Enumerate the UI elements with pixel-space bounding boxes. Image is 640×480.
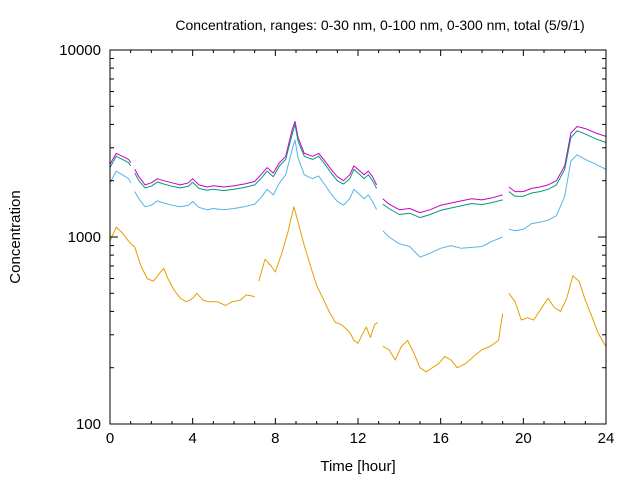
plot-frame bbox=[109, 49, 607, 425]
y-tick-label: 10000 bbox=[59, 42, 101, 59]
series-line-2 bbox=[109, 123, 607, 219]
chart-title: Concentration, ranges: 0-30 nm, 0-100 nm… bbox=[175, 17, 584, 33]
y-tick-label: 1000 bbox=[68, 229, 101, 246]
series-line-1 bbox=[109, 120, 607, 214]
series-layer bbox=[109, 120, 607, 373]
x-tick-label: 20 bbox=[515, 430, 532, 447]
series-line-4 bbox=[109, 206, 607, 373]
series-line-3 bbox=[109, 139, 607, 258]
y-axis-label: Concentration bbox=[7, 190, 24, 283]
x-tick-label: 0 bbox=[106, 430, 114, 447]
x-tick-label: 24 bbox=[598, 430, 615, 447]
x-tick-label: 16 bbox=[432, 430, 449, 447]
y-tick-label: 100 bbox=[76, 416, 101, 433]
x-axis-label: Time [hour] bbox=[320, 458, 395, 475]
x-tick-label: 4 bbox=[188, 430, 196, 447]
x-tick-label: 12 bbox=[350, 430, 367, 447]
x-tick-label: 8 bbox=[271, 430, 279, 447]
tick-layer: 0 4 8 12 16 20 24 100 1000 10000 bbox=[59, 42, 614, 447]
